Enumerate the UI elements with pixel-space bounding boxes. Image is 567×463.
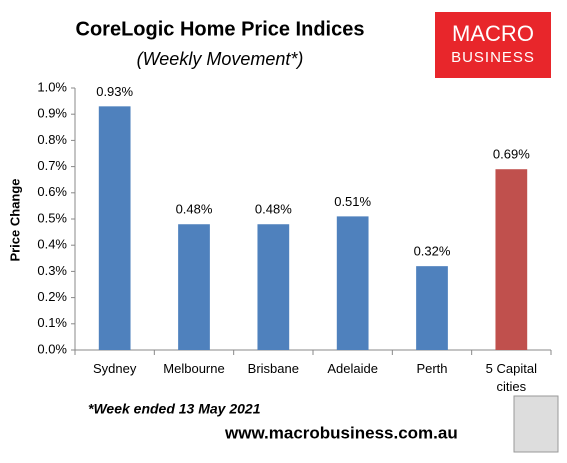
y-tick-label: 0.6% [37, 184, 67, 199]
y-tick-label: 0.4% [37, 237, 67, 252]
y-tick-label: 0.1% [37, 315, 67, 330]
fox-image [513, 395, 559, 453]
y-tick-label: 0.8% [37, 132, 67, 147]
y-tick-label: 0.5% [37, 210, 67, 225]
bar [98, 106, 131, 350]
bar [178, 224, 210, 350]
data-label: 0.69% [493, 147, 530, 162]
data-label: 0.48% [255, 202, 292, 217]
chart-subtitle: (Weekly Movement*) [137, 49, 304, 69]
y-tick-label: 0.7% [37, 158, 67, 173]
y-axis-title: Price Change [7, 178, 22, 261]
y-tick-label: 0.0% [37, 341, 67, 356]
x-tick-label: Perth [416, 361, 448, 376]
logo-box [435, 12, 551, 78]
bar [257, 224, 290, 350]
x-tick-label: Brisbane [247, 361, 299, 376]
y-tick-label: 0.3% [37, 263, 67, 278]
y-tick-label: 0.9% [37, 106, 67, 121]
chart-title: CoreLogic Home Price Indices [76, 18, 365, 40]
bar [495, 169, 528, 350]
data-label: 0.93% [96, 84, 133, 99]
bar [416, 266, 448, 350]
x-tick-label: Sydney [92, 361, 137, 376]
logo-text: MACRO [452, 21, 534, 46]
data-label: 0.48% [176, 202, 213, 217]
x-tick-label: 5 Capital cities [485, 361, 537, 394]
x-tick-label: Adelaide [327, 361, 378, 376]
footnote: *Week ended 13 May 2021 [88, 401, 261, 417]
bar [336, 216, 369, 350]
logo-text: BUSINESS [451, 49, 535, 66]
x-tick-label: Melbourne [163, 361, 225, 376]
y-tick-label: 1.0% [37, 79, 67, 94]
source: www.macrobusiness.com.au [224, 423, 458, 442]
data-label: 0.51% [334, 194, 371, 209]
y-tick-label: 0.2% [37, 289, 67, 304]
data-label: 0.32% [414, 244, 451, 259]
